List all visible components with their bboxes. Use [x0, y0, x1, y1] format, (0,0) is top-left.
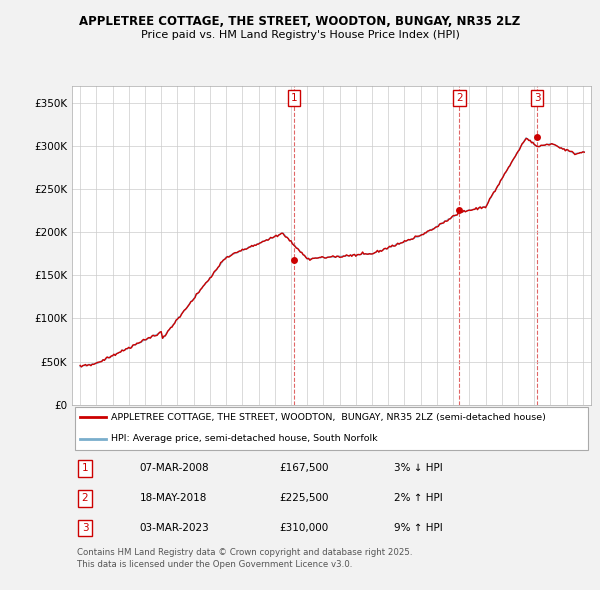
Text: 03-MAR-2023: 03-MAR-2023: [139, 523, 209, 533]
Text: £167,500: £167,500: [280, 463, 329, 473]
Text: 2% ↑ HPI: 2% ↑ HPI: [394, 493, 443, 503]
Text: 2: 2: [82, 493, 88, 503]
Text: Contains HM Land Registry data © Crown copyright and database right 2025.
This d: Contains HM Land Registry data © Crown c…: [77, 548, 413, 569]
Text: HPI: Average price, semi-detached house, South Norfolk: HPI: Average price, semi-detached house,…: [111, 434, 377, 443]
Text: 1: 1: [290, 93, 297, 103]
Text: 3: 3: [533, 93, 541, 103]
Text: APPLETREE COTTAGE, THE STREET, WOODTON,  BUNGAY, NR35 2LZ (semi-detached house): APPLETREE COTTAGE, THE STREET, WOODTON, …: [111, 413, 546, 422]
Text: APPLETREE COTTAGE, THE STREET, WOODTON, BUNGAY, NR35 2LZ: APPLETREE COTTAGE, THE STREET, WOODTON, …: [79, 15, 521, 28]
Text: 3% ↓ HPI: 3% ↓ HPI: [394, 463, 443, 473]
Text: Price paid vs. HM Land Registry's House Price Index (HPI): Price paid vs. HM Land Registry's House …: [140, 30, 460, 40]
Text: £225,500: £225,500: [280, 493, 329, 503]
Text: 18-MAY-2018: 18-MAY-2018: [139, 493, 207, 503]
Text: 1: 1: [82, 463, 88, 473]
Text: 07-MAR-2008: 07-MAR-2008: [139, 463, 209, 473]
Text: 9% ↑ HPI: 9% ↑ HPI: [394, 523, 443, 533]
Text: 2: 2: [456, 93, 463, 103]
Text: 3: 3: [82, 523, 88, 533]
Text: £310,000: £310,000: [280, 523, 329, 533]
FancyBboxPatch shape: [74, 407, 589, 450]
